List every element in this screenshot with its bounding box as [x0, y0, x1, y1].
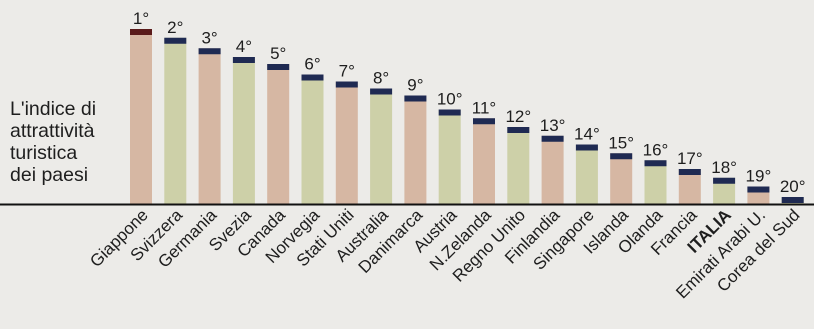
bar-cap-6 — [301, 74, 324, 81]
bar-4 — [232, 57, 255, 204]
bar-12 — [507, 127, 530, 204]
chart-title-line-2: attrattività — [10, 120, 95, 142]
bar-cap-16 — [644, 160, 667, 167]
rank-label-13: 13° — [540, 116, 566, 135]
rank-label-6: 6° — [304, 55, 320, 74]
rank-label-20: 20° — [780, 177, 806, 196]
bar-cap-13 — [541, 135, 564, 142]
bar-5 — [267, 64, 290, 204]
bar-10 — [438, 109, 461, 204]
rank-label-8: 8° — [373, 69, 389, 88]
bar-cap-8 — [370, 88, 393, 95]
rank-label-2: 2° — [167, 18, 183, 37]
rank-label-5: 5° — [270, 44, 286, 63]
bar-16 — [644, 160, 667, 204]
bar-cap-12 — [507, 127, 530, 133]
bar-7 — [335, 81, 358, 204]
rank-label-1: 1° — [133, 9, 149, 28]
rank-label-9: 9° — [407, 76, 423, 95]
rank-label-4: 4° — [236, 37, 252, 56]
bar-cap-3 — [198, 48, 221, 55]
rank-label-11: 11° — [472, 98, 496, 117]
chart-title-line-4: dei paesi — [10, 164, 89, 186]
chart-title-line-1: L'indice di — [10, 98, 97, 120]
bar-2 — [164, 37, 187, 204]
bar-cap-14 — [575, 144, 598, 151]
bar-18 — [713, 177, 736, 204]
bar-15 — [610, 153, 633, 204]
chart-title: L'indice di attrattività turistica dei p… — [10, 98, 122, 186]
bar-cap-17 — [678, 169, 701, 175]
rank-label-17: 17° — [677, 149, 703, 168]
bar-cap-2 — [164, 37, 187, 44]
bar-14 — [575, 144, 598, 204]
bar-3 — [198, 48, 221, 204]
rank-label-12: 12° — [505, 107, 531, 126]
rank-labels-group: 1° 2° 3° 4° 5° 6° 7° 8° 9° 10° 11° 12° 13° 14° 15° 16° 1… — [133, 9, 806, 196]
bar-9 — [404, 95, 427, 204]
bar-cap-9 — [404, 95, 427, 102]
bar-cap-20 — [781, 197, 804, 203]
rank-label-19: 19° — [746, 167, 772, 186]
bar-cap-11 — [473, 118, 495, 125]
chart-title-line-3: turistica — [10, 142, 78, 164]
bar-13 — [541, 135, 564, 204]
rank-label-15: 15° — [608, 133, 634, 152]
bar-cap-1 — [130, 29, 152, 35]
bar-1 — [130, 29, 152, 204]
bar-cap-15 — [610, 153, 633, 160]
bar-11 — [473, 118, 495, 204]
bars-group — [130, 29, 804, 204]
bar-cap-5 — [267, 64, 290, 70]
bar-8 — [370, 88, 393, 204]
rank-label-7: 7° — [339, 62, 355, 81]
bar-6 — [301, 74, 324, 204]
bar-cap-4 — [232, 57, 255, 63]
rank-label-16: 16° — [643, 140, 669, 159]
category-labels-group: GiapponeSvizzeraGermaniaSveziaCanadaNorv… — [86, 205, 803, 302]
rank-label-10: 10° — [437, 90, 463, 109]
rank-label-3: 3° — [201, 28, 217, 47]
rank-label-18: 18° — [711, 158, 737, 177]
bar-cap-7 — [335, 81, 358, 88]
bar-cap-10 — [438, 109, 461, 116]
bar-cap-19 — [747, 186, 770, 193]
bar-17 — [678, 169, 701, 204]
bar-cap-18 — [713, 177, 736, 184]
rank-label-14: 14° — [574, 125, 600, 144]
